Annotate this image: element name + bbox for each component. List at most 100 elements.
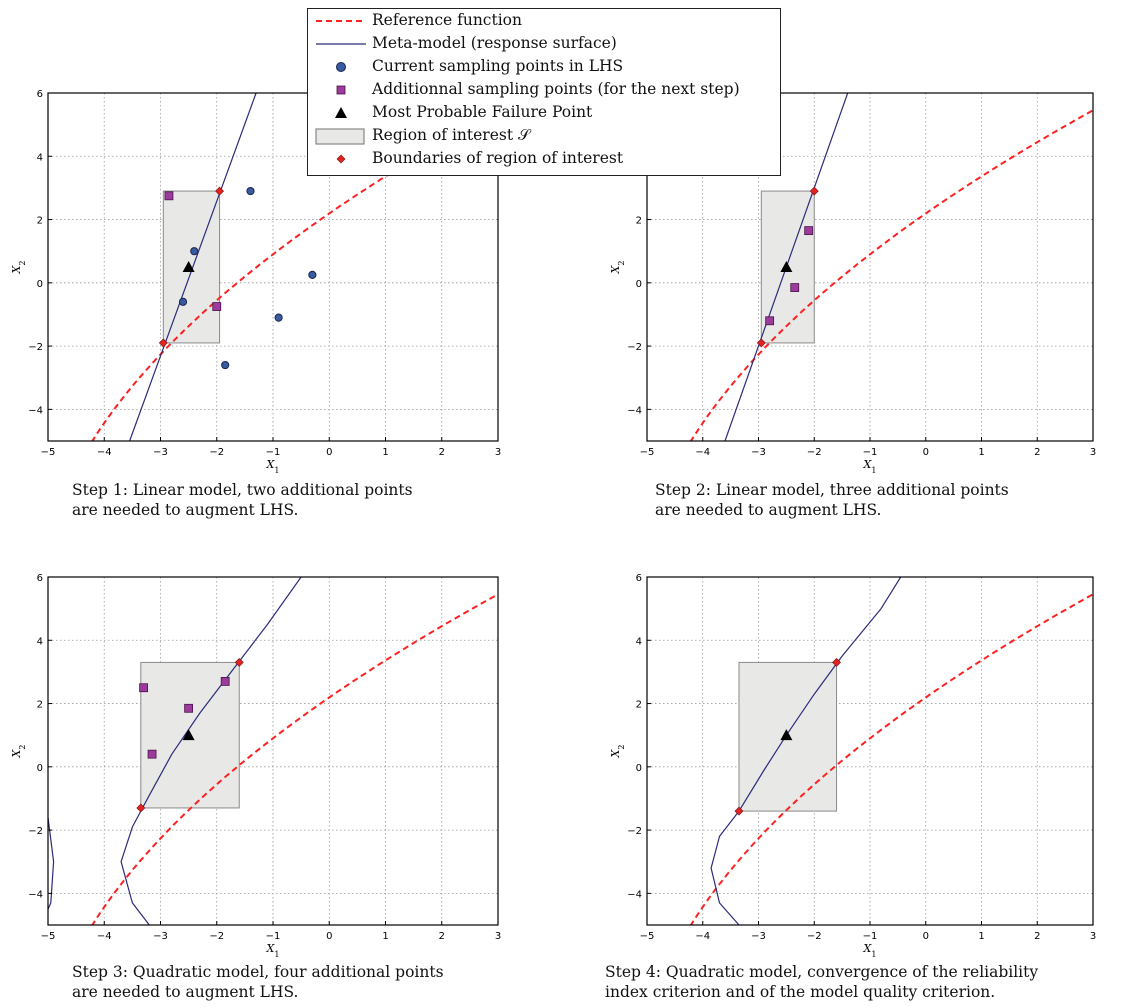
x-tick-label: 2 — [1034, 447, 1040, 458]
y-tick-label: 0 — [37, 279, 43, 290]
y-tick-label: 0 — [636, 763, 642, 774]
y-tick-label: 0 — [37, 763, 43, 774]
caption-step-1: Step 1: Linear model, two additional poi… — [72, 480, 413, 520]
x-tick-label: 2 — [1034, 931, 1040, 942]
lhs-point — [178, 297, 188, 306]
additional-point — [212, 302, 222, 311]
metamodel-secondary-branch — [48, 817, 55, 910]
solid-line-icon — [316, 43, 366, 45]
additional-point — [765, 316, 775, 326]
metamodel-curve — [120, 577, 302, 925]
x-axis-label-subscript: 1 — [274, 950, 279, 959]
additional-point — [790, 283, 800, 292]
x-tick-label: −2 — [807, 447, 822, 458]
y-axis-label: X2 — [10, 261, 27, 275]
boundary-point — [158, 338, 168, 348]
caption-line: Step 1: Linear model, two additional poi… — [72, 481, 413, 499]
caption-step-3: Step 3: Quadratic model, four additional… — [72, 962, 444, 1002]
legend-label: Current sampling points in LHS — [372, 57, 624, 75]
lhs-point — [190, 247, 199, 256]
chart-panel-3: −5 −4 −3 −2 −1 0 1 2 3 −4 −2 0 2 4 6 X1 X2 — [10, 573, 501, 959]
y-axis-label-subscript: 2 — [617, 261, 626, 266]
x-tick-label: −3 — [751, 447, 766, 458]
y-axis-label: X2 — [609, 745, 626, 759]
y-tick-label: −4 — [28, 889, 43, 900]
y-axis-label: X2 — [10, 745, 27, 759]
x-tick-label: −1 — [266, 931, 281, 942]
y-tick-label: −2 — [627, 342, 642, 353]
y-axis-label-subscript: 2 — [18, 261, 27, 266]
caption-line: index criterion and of the model quality… — [605, 983, 996, 1001]
boundary-point — [734, 806, 744, 816]
x-tick-label: 2 — [439, 447, 445, 458]
x-tick-label: −1 — [863, 447, 878, 458]
y-tick-label: −2 — [627, 826, 642, 837]
boundary-point — [809, 186, 819, 196]
y-tick-label: −4 — [28, 405, 43, 416]
y-tick-label: −4 — [627, 405, 642, 416]
x-axis-label: X1 — [266, 942, 280, 959]
legend-label: Boundaries of region of interest — [372, 149, 624, 167]
additional-point — [139, 683, 149, 693]
y-tick-label: 6 — [636, 573, 642, 584]
legend-label: Meta-model (response surface) — [372, 34, 617, 52]
dashed-line-icon — [316, 20, 366, 22]
circle-marker-icon — [336, 62, 346, 72]
y-tick-label: 2 — [636, 700, 642, 711]
y-tick-label: 6 — [37, 573, 43, 584]
x-tick-label: 3 — [495, 447, 501, 458]
additional-point — [220, 677, 230, 686]
mpfp-marker — [182, 729, 195, 741]
y-axis-label-subscript: 2 — [617, 745, 626, 750]
x-tick-label: 3 — [495, 931, 501, 942]
caption-step-2: Step 2: Linear model, three additional p… — [655, 480, 1009, 520]
legend-label: Additionnal sampling points (for the nex… — [372, 80, 740, 98]
x-axis-label: X1 — [863, 458, 877, 475]
y-tick-label: −4 — [627, 889, 642, 900]
triangle-marker-icon — [335, 107, 347, 118]
y-tick-label: 2 — [37, 216, 43, 227]
x-tick-label: 0 — [923, 931, 929, 942]
y-tick-label: 2 — [37, 700, 43, 711]
x-tick-label: −2 — [209, 931, 224, 942]
x-tick-label: 2 — [439, 931, 445, 942]
lhs-point — [274, 313, 283, 322]
boundary-point — [832, 657, 841, 667]
legend-label: Region of interest 𝒮 — [372, 126, 530, 144]
x-tick-label: −2 — [807, 931, 822, 942]
caption-line: Step 2: Linear model, three additional p… — [655, 481, 1009, 499]
diamond-marker-icon — [336, 154, 346, 164]
x-axis-label: X1 — [266, 458, 280, 475]
chart-panel-1: −5 −4 −3 −2 −1 0 1 2 3 −4 −2 0 2 4 6 X1 X2 — [10, 89, 501, 475]
x-tick-label: −5 — [41, 931, 56, 942]
x-tick-label: −1 — [266, 447, 281, 458]
legend-item-region: Region of interest 𝒮 — [308, 126, 780, 147]
legend-label: Most Probable Failure Point — [372, 103, 593, 121]
x-axis-label-subscript: 1 — [274, 466, 279, 475]
legend-item-reference: Reference function — [308, 11, 780, 32]
caption-step-4: Step 4: Quadratic model, convergence of … — [605, 962, 1038, 1002]
x-tick-label: −4 — [695, 931, 710, 942]
region-swatch-icon — [315, 128, 365, 145]
y-axis-label-subscript: 2 — [18, 745, 27, 750]
x-tick-label: 1 — [382, 447, 388, 458]
x-tick-label: −1 — [863, 931, 878, 942]
lhs-point — [308, 270, 317, 280]
lhs-point — [221, 360, 230, 370]
boundary-point — [215, 186, 224, 196]
additional-point — [147, 749, 157, 759]
legend-item-additional: Additionnal sampling points (for the nex… — [308, 80, 780, 101]
legend-item-boundaries: Boundaries of region of interest — [308, 149, 780, 170]
boundary-point — [136, 803, 146, 813]
y-tick-label: 0 — [636, 279, 642, 290]
x-tick-label: 0 — [326, 447, 332, 458]
legend-label: Reference function — [372, 11, 522, 29]
caption-line: are needed to augment LHS. — [655, 501, 882, 519]
mpfp-marker — [780, 729, 793, 741]
y-tick-label: −2 — [28, 826, 43, 837]
metamodel-curve — [710, 577, 902, 925]
x-tick-label: −4 — [97, 447, 112, 458]
x-tick-label: −3 — [751, 931, 766, 942]
legend-item-mpfp: Most Probable Failure Point — [308, 103, 780, 124]
